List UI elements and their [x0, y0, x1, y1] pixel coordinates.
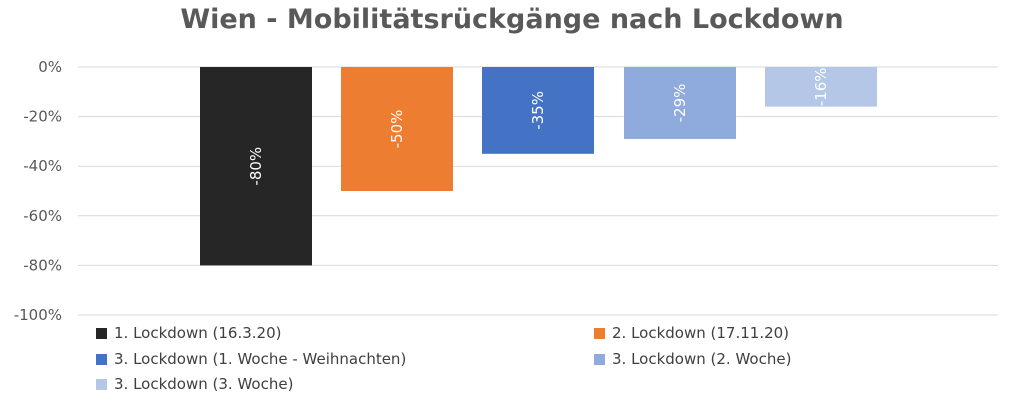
y-tick-label: -80% [23, 256, 62, 274]
bar [624, 67, 736, 139]
legend-swatch [96, 378, 107, 390]
legend-swatch [594, 327, 605, 339]
chart-title: Wien - Mobilitätsrückgänge nach Lockdown [180, 4, 844, 35]
y-tick-label: -40% [23, 157, 62, 175]
legend-swatch [96, 327, 107, 339]
legend-swatch [594, 353, 605, 365]
legend-label: 3. Lockdown (2. Woche) [612, 350, 792, 368]
legend-label: 1. Lockdown (16.3.20) [114, 324, 282, 342]
y-tick-label: -60% [23, 207, 62, 225]
legend-item: 2. Lockdown (17.11.20) [594, 324, 789, 342]
y-tick-label: 0% [38, 58, 62, 76]
data-label: -80% [247, 147, 265, 186]
y-axis-ticks: 0% -20% -40% -60% -80% -100% [14, 58, 62, 324]
y-tick-label: -100% [14, 306, 62, 324]
bar [482, 67, 594, 154]
legend-label: 3. Lockdown (1. Woche - Weihnachten) [114, 350, 407, 368]
legend-item: 1. Lockdown (16.3.20) [96, 324, 281, 342]
legend-label: 2. Lockdown (17.11.20) [612, 324, 790, 342]
legend-label: 3. Lockdown (3. Woche) [114, 375, 294, 393]
data-label: -50% [388, 110, 406, 149]
data-label: -16% [812, 67, 830, 106]
y-tick-label: -20% [23, 108, 62, 126]
data-label: -35% [529, 91, 547, 130]
bars [200, 67, 877, 266]
bar [200, 67, 312, 266]
data-labels: -80% -50% -35% -29% -16% [247, 67, 830, 185]
bar [765, 67, 877, 107]
bar [341, 67, 453, 191]
legend-item: 3. Lockdown (1. Woche - Weihnachten) [96, 350, 406, 368]
legend-swatch [96, 353, 107, 365]
data-label: -29% [671, 84, 689, 123]
legend-item: 3. Lockdown (3. Woche) [96, 375, 293, 393]
legend-item: 3. Lockdown (2. Woche) [594, 350, 791, 368]
